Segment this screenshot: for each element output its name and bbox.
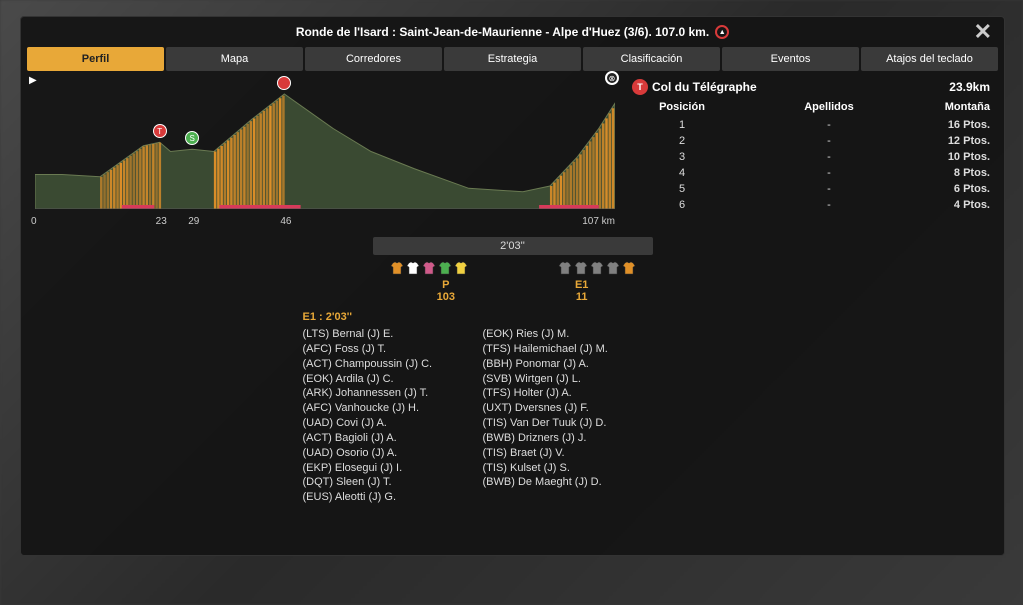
jersey-icon xyxy=(590,261,604,275)
stage-info-panel: Ronde de l'Isard : Saint-Jean-de-Maurien… xyxy=(20,16,1005,556)
points-row: 5-6 Ptos. xyxy=(632,181,996,197)
km-axis: 0232946107 km xyxy=(35,216,615,232)
titlebar: Ronde de l'Isard : Saint-Jean-de-Maurien… xyxy=(21,17,1004,47)
tab-perfil[interactable]: Perfil xyxy=(27,47,164,71)
rider-item: (BWB) De Maeght (J) D. xyxy=(483,475,623,490)
rider-item: (TIS) Braet (J) V. xyxy=(483,446,623,461)
rider-item: (ARK) Johannessen (J) T. xyxy=(303,386,443,401)
km-tick: 23 xyxy=(156,216,167,227)
rider-item: (EOK) Ardila (J) C. xyxy=(303,372,443,387)
rider-item: (EOK) Ries (J) M. xyxy=(483,327,623,342)
rider-item: (TFS) Hailemichael (J) M. xyxy=(483,342,623,357)
points-table: Posición Apellidos Montaña 1-16 Ptos.2-1… xyxy=(632,101,996,213)
jersey-icon xyxy=(406,261,420,275)
tab-eventos[interactable]: Eventos xyxy=(722,47,859,71)
jersey-group-1 xyxy=(558,261,636,275)
rider-item: (TIS) Van Der Tuuk (J) D. xyxy=(483,416,623,431)
rider-item: (AFC) Vanhoucke (J) H. xyxy=(303,401,443,416)
rider-item: (UXT) Dversnes (J) F. xyxy=(483,401,623,416)
rider-item: (BWB) Drizners (J) J. xyxy=(483,431,623,446)
points-row: 1-16 Ptos. xyxy=(632,117,996,133)
jersey-row xyxy=(303,261,723,275)
close-button[interactable]: ✕ xyxy=(968,19,998,45)
jersey-icon xyxy=(390,261,404,275)
group-p-count: 103 xyxy=(437,291,455,303)
th-position: Posición xyxy=(632,101,732,113)
rider-item: (EKP) Elosegui (J) I. xyxy=(303,461,443,476)
tab-atajos-del-teclado[interactable]: Atajos del teclado xyxy=(861,47,998,71)
rider-item: (EUS) Aleotti (J) G. xyxy=(303,490,443,505)
km-tick: 107 km xyxy=(582,216,615,227)
rider-item: (LTS) Bernal (J) E. xyxy=(303,327,443,342)
stage-title: Ronde de l'Isard : Saint-Jean-de-Maurien… xyxy=(296,25,709,39)
mountain-header: T Col du Télégraphe 23.9km xyxy=(632,79,996,95)
jersey-group-0 xyxy=(390,261,468,275)
jersey-icon xyxy=(438,261,452,275)
km-tick: 29 xyxy=(188,216,199,227)
rider-item: (AFC) Foss (J) T. xyxy=(303,342,443,357)
jersey-icon xyxy=(422,261,436,275)
jersey-icon xyxy=(606,261,620,275)
time-gap-bar: 2'03'' xyxy=(373,237,653,255)
rider-item: (ACT) Champoussin (J) C. xyxy=(303,357,443,372)
rider-item: (BBH) Ponomar (J) A. xyxy=(483,357,623,372)
points-row: 3-10 Ptos. xyxy=(632,149,996,165)
tab-estrategia[interactable]: Estrategia xyxy=(444,47,581,71)
mountain-distance: 23.9km xyxy=(949,80,996,94)
th-name: Apellidos xyxy=(732,101,926,113)
mountain-badge-icon: T xyxy=(632,79,648,95)
tab-bar: PerfilMapaCorredoresEstrategiaClasificac… xyxy=(21,47,1004,71)
group-p-tag: P xyxy=(442,279,449,291)
tab-clasificación[interactable]: Clasificación xyxy=(583,47,720,71)
rider-item: (UAD) Osorio (J) A. xyxy=(303,446,443,461)
rider-item: (DQT) Sleen (J) T. xyxy=(303,475,443,490)
jersey-icon xyxy=(574,261,588,275)
rider-item: (TFS) Holter (J) A. xyxy=(483,386,623,401)
finish-marker-icon: ⊗ xyxy=(605,71,619,85)
points-row: 4-8 Ptos. xyxy=(632,165,996,181)
tab-corredores[interactable]: Corredores xyxy=(305,47,442,71)
jersey-icon xyxy=(454,261,468,275)
stage-icon: ▲ xyxy=(715,25,729,39)
rider-item: (ACT) Bagioli (J) A. xyxy=(303,431,443,446)
mountain-name: Col du Télégraphe xyxy=(652,80,757,94)
km-tick: 46 xyxy=(280,216,291,227)
play-indicator-icon: ▶ xyxy=(29,75,37,86)
group-e1-count: 11 xyxy=(576,291,588,303)
group-e1-tag: E1 xyxy=(575,279,588,291)
tab-mapa[interactable]: Mapa xyxy=(166,47,303,71)
points-row: 2-12 Ptos. xyxy=(632,133,996,149)
elevation-profile[interactable]: ▶ 0232946107 km TS⊗ xyxy=(35,79,615,219)
rider-item: (SVB) Wirtgen (J) L. xyxy=(483,372,623,387)
km-tick: 0 xyxy=(31,216,37,227)
points-row: 6-4 Ptos. xyxy=(632,197,996,213)
rider-item: (TIS) Kulset (J) S. xyxy=(483,461,623,476)
jersey-icon xyxy=(622,261,636,275)
profile-marker-red[interactable]: T xyxy=(153,124,167,138)
rider-item: (UAD) Covi (J) A. xyxy=(303,416,443,431)
riders-list: (LTS) Bernal (J) E.(AFC) Foss (J) T.(ACT… xyxy=(303,327,723,505)
th-points: Montaña xyxy=(926,101,996,113)
jersey-icon xyxy=(558,261,572,275)
group-heading: E1 : 2'03'' xyxy=(303,311,723,323)
